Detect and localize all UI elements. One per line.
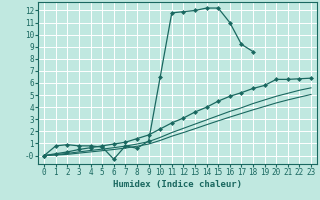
X-axis label: Humidex (Indice chaleur): Humidex (Indice chaleur) [113, 180, 242, 189]
